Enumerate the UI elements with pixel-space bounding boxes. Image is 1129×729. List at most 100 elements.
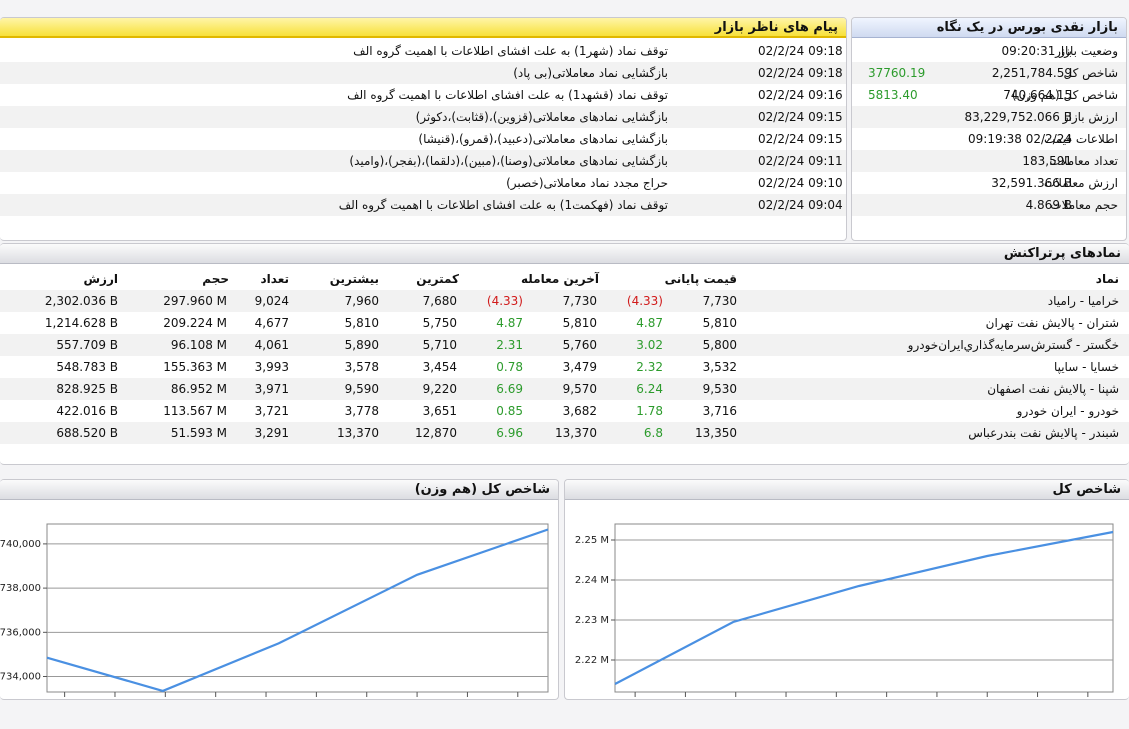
equal-weight-index-chart-panel: شاخص کل (هم وزن) 734,000 736,000 738,000 74… [0, 479, 559, 700]
message-row[interactable]: 02/2/24 09:15 بازگشایی نمادهای معاملاتی(ق… [0, 106, 846, 128]
closing-price: 5,800 [702, 338, 737, 352]
glance-value: 32,591.366 B [991, 176, 1072, 190]
header-symbol[interactable]: نماد [1095, 272, 1119, 286]
low-price: 7,680 [422, 294, 457, 308]
top-symbol-row[interactable]: خودرو - ايران‌ خودرو 3,716 1.78 3,682 0.85 3,… [0, 400, 1129, 422]
glance-label: اطلاعات قیمت [1043, 132, 1118, 146]
equal-weight-index-chart-title: شاخص کل (هم وزن) [0, 480, 558, 500]
header-closing[interactable]: قیمت پایانی [664, 272, 737, 286]
trade-volume: 51.593 M [170, 426, 227, 440]
market-glance-title: بازار نقدی بورس در یک نگاه [852, 18, 1126, 38]
symbol-name: شتران - پالايش نفت تهران [985, 316, 1119, 330]
high-price: 5,810 [344, 316, 379, 330]
glance-row: شاخص کل 2,251,784.59 37760.19 [852, 62, 1126, 84]
header-volume[interactable]: حجم [202, 272, 229, 286]
message-time: 02/2/24 09:18 [758, 66, 843, 80]
message-row[interactable]: 02/2/24 09:18 توقف نماد (شهر1) به علت افش… [0, 40, 846, 62]
last-change: 2.31 [496, 338, 523, 352]
y-tick-label: 2.25 M [575, 535, 609, 546]
y-tick-label: 734,000 [0, 672, 41, 683]
symbol-name: خودرو - ايران‌ خودرو [1016, 404, 1119, 418]
top-symbols-panel: نمادهای پرتراکنش نماد قیمت پایانی آخرین … [0, 243, 1129, 465]
header-last[interactable]: آخرین معامله [520, 272, 599, 286]
message-text: بازگشایی نمادهای معاملاتی(قزوین)،(قثابت)… [415, 110, 668, 124]
top-symbol-row[interactable]: خسايا - سايپا 3,532 2.32 3,479 0.78 3,454 3,57… [0, 356, 1129, 378]
trade-value: 548.783 B [56, 360, 118, 374]
glance-change [868, 194, 948, 216]
symbol-name: خراميا - رامياد [1047, 294, 1119, 308]
y-tick-label: 2.23 M [575, 615, 609, 626]
message-time: 02/2/24 09:11 [758, 154, 843, 168]
glance-row: تعداد معاملات 183,591 [852, 150, 1126, 172]
top-symbols-title: نمادهای پرتراکنش [0, 244, 1129, 264]
message-row[interactable]: 02/2/24 09:10 حراج مجدد نماد معاملاتی(خصب… [0, 172, 846, 194]
y-tick-label: 740,000 [0, 539, 41, 550]
market-glance-panel: بازار نقدی بورس در یک نگاه وضعیت بازار با… [851, 17, 1127, 241]
trade-count: 9,024 [254, 294, 289, 308]
header-value[interactable]: ارزش [83, 272, 119, 286]
closing-change: (4.33) [626, 294, 663, 308]
top-symbol-row[interactable]: خگستر - گسترش‌سرمايه‌گذاري‌ايران‌خودرو 5,… [0, 334, 1129, 356]
trade-volume: 155.363 M [163, 360, 227, 374]
glance-value: 740,664.15 [1003, 88, 1072, 102]
plot-area [614, 523, 1114, 693]
y-tick-label: 738,000 [0, 583, 41, 594]
top-symbol-row[interactable]: شبندر - پالايش نفت بندرعباس 13,350 6.8 13,3… [0, 422, 1129, 444]
symbol-name: شپنا - پالايش نفت اصفهان [987, 382, 1119, 396]
trade-value: 1,214.628 B [44, 316, 118, 330]
symbol-name: خگستر - گسترش‌سرمايه‌گذاري‌ايران‌خودرو [907, 338, 1119, 352]
trade-value: 422.016 B [56, 404, 118, 418]
message-row[interactable]: 02/2/24 09:15 بازگشایی نمادهای معاملاتی(د… [0, 128, 846, 150]
last-price: 13,370 [555, 426, 597, 440]
glance-label: شاخص کل [1063, 66, 1118, 80]
glance-row: شاخص کل (هم وزن) 740,664.15 5813.40 [852, 84, 1126, 106]
trade-count: 4,677 [254, 316, 289, 330]
message-row[interactable]: 02/2/24 09:04 توقف نماد (فهکمت1) به علت ا… [0, 194, 846, 216]
trade-volume: 209.224 M [163, 316, 227, 330]
y-tick-label: 736,000 [0, 627, 41, 638]
trade-count: 3,721 [254, 404, 289, 418]
last-price: 5,760 [562, 338, 597, 352]
y-tick-label: 2.24 M [575, 575, 609, 586]
glance-value: 2,251,784.59 [991, 66, 1072, 80]
trade-volume: 113.567 M [163, 404, 227, 418]
message-time: 02/2/24 09:10 [758, 176, 843, 190]
high-price: 7,960 [344, 294, 379, 308]
closing-price: 3,716 [702, 404, 737, 418]
high-price: 5,890 [344, 338, 379, 352]
glance-label: تعداد معاملات [1049, 154, 1118, 168]
market-messages-panel: پیام های ناظر بازار 02/2/24 09:18 توقف نم… [0, 17, 847, 241]
closing-change: 6.24 [636, 382, 663, 396]
trade-volume: 86.952 M [170, 382, 227, 396]
closing-change: 2.32 [636, 360, 663, 374]
header-high[interactable]: بیشترین [329, 272, 379, 286]
top-symbol-row[interactable]: خراميا - رامياد 7,730 (4.33) 7,730 (4.33) 7,6… [0, 290, 1129, 312]
glance-change [868, 172, 948, 194]
message-row[interactable]: 02/2/24 09:11 بازگشایی نمادهای معاملاتی(و… [0, 150, 846, 172]
header-low[interactable]: کمترین [416, 272, 459, 286]
total-index-chart-title: شاخص کل [565, 480, 1129, 500]
top-symbol-row[interactable]: شپنا - پالايش نفت اصفهان 9,530 6.24 9,570 6.… [0, 378, 1129, 400]
closing-change: 4.87 [636, 316, 663, 330]
glance-change [868, 150, 948, 172]
equal-weight-index-chart: 734,000736,000738,000740,00009:0109:0309… [0, 523, 549, 697]
closing-price: 7,730 [702, 294, 737, 308]
trade-value: 2,302.036 B [44, 294, 118, 308]
glance-value: 183,591 [1022, 154, 1072, 168]
message-row[interactable]: 02/2/24 09:16 توقف نماد (قشهد1) به علت اف… [0, 84, 846, 106]
last-change: (4.33) [486, 294, 523, 308]
last-change: 4.87 [496, 316, 523, 330]
trade-volume: 96.108 M [170, 338, 227, 352]
last-change: 6.96 [496, 426, 523, 440]
glance-row: حجم معاملات 4.869 B [852, 194, 1126, 216]
header-count[interactable]: تعداد [260, 272, 289, 286]
series-line [46, 528, 549, 693]
glance-row: ارزش بازار 83,229,752.066 B [852, 106, 1126, 128]
last-change: 6.69 [496, 382, 523, 396]
symbol-name: شبندر - پالايش نفت بندرعباس [968, 426, 1119, 440]
glance-value: باز 09:20:31 [1001, 44, 1072, 58]
message-row[interactable]: 02/2/24 09:18 بازگشایی نماد معاملاتی(بی پ… [0, 62, 846, 84]
market-glance-list: وضعیت بازار باز 09:20:31 شاخص کل 2,251,784.… [852, 38, 1126, 238]
low-price: 9,220 [422, 382, 457, 396]
top-symbol-row[interactable]: شتران - پالايش نفت تهران 5,810 4.87 5,810 4.… [0, 312, 1129, 334]
